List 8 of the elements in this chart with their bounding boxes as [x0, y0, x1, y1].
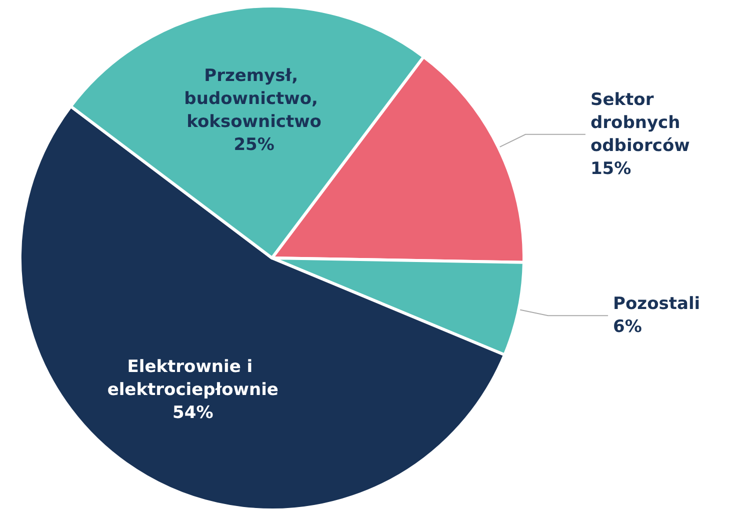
slice-label: Elektrownie i elektrociepłownie — [107, 356, 278, 400]
slice-label: Sektor drobnych odbiorców — [590, 90, 690, 156]
slice-label: Pozostali — [613, 294, 700, 314]
data-label: 15% — [590, 158, 632, 179]
data-label: 6% — [613, 317, 642, 338]
slice-label: Przemysł, budownictwo, koksownictwo — [184, 66, 324, 132]
data-label: 25% — [234, 134, 274, 155]
data-label: 54% — [172, 402, 214, 423]
